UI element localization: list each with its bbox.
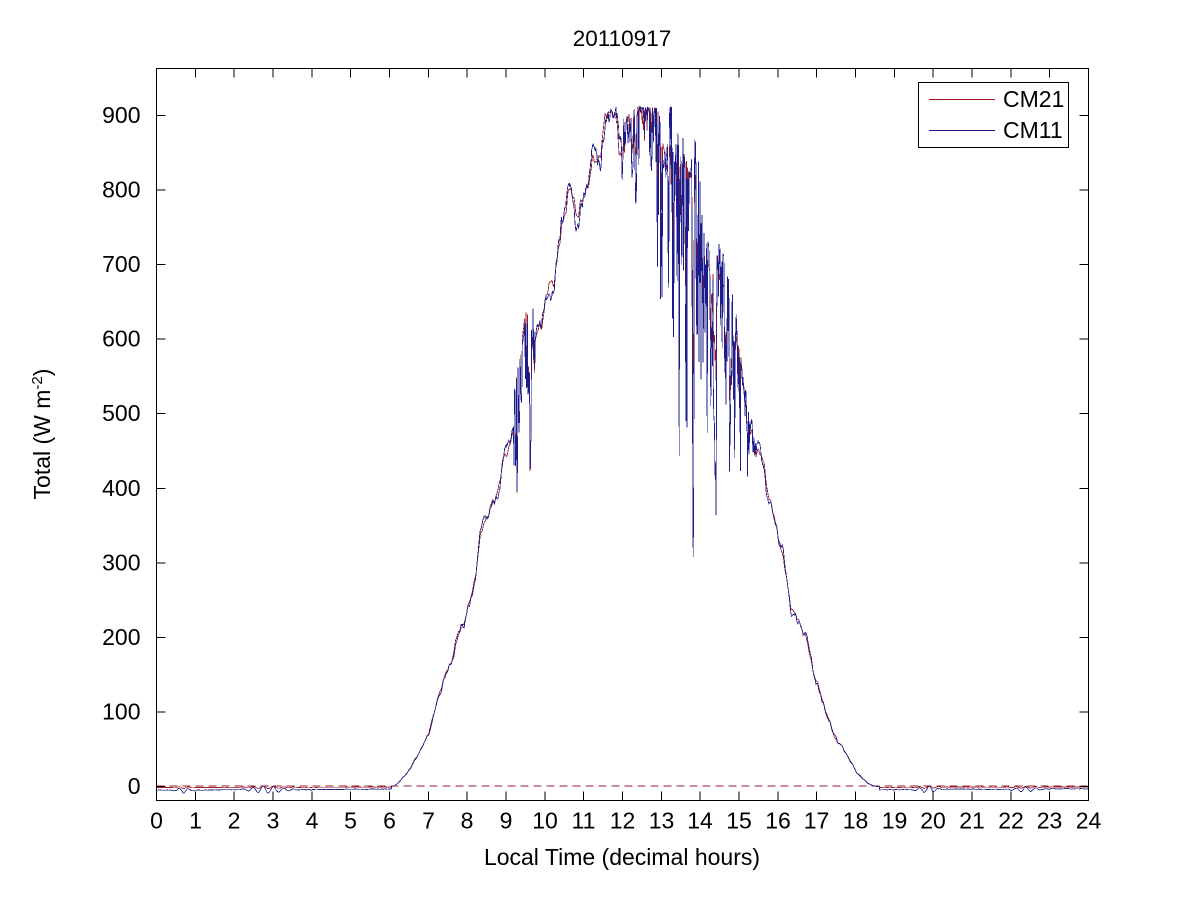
svg-text:13: 13 xyxy=(649,808,675,834)
svg-text:CM21: CM21 xyxy=(1003,86,1064,112)
svg-text:9: 9 xyxy=(500,808,513,834)
svg-text:8: 8 xyxy=(461,808,474,834)
svg-text:0: 0 xyxy=(150,808,163,834)
svg-text:24: 24 xyxy=(1076,808,1102,834)
svg-text:4: 4 xyxy=(306,808,319,834)
svg-text:700: 700 xyxy=(102,251,140,277)
svg-text:Total (W m-2): Total (W m-2) xyxy=(29,369,56,500)
svg-text:5: 5 xyxy=(344,808,357,834)
svg-text:11: 11 xyxy=(572,808,596,834)
svg-text:22: 22 xyxy=(998,808,1024,834)
svg-text:3: 3 xyxy=(267,808,280,834)
svg-text:800: 800 xyxy=(102,177,140,203)
svg-text:1: 1 xyxy=(189,808,202,834)
svg-text:10: 10 xyxy=(532,808,558,834)
svg-text:15: 15 xyxy=(726,808,752,834)
svg-text:200: 200 xyxy=(102,624,140,650)
svg-text:23: 23 xyxy=(1037,808,1063,834)
svg-text:300: 300 xyxy=(102,550,140,576)
svg-text:14: 14 xyxy=(687,808,713,834)
svg-text:7: 7 xyxy=(422,808,435,834)
svg-text:400: 400 xyxy=(102,475,140,501)
svg-text:900: 900 xyxy=(102,102,140,128)
svg-text:20110917: 20110917 xyxy=(573,26,671,51)
svg-text:2: 2 xyxy=(228,808,241,834)
svg-text:17: 17 xyxy=(804,808,830,834)
svg-text:12: 12 xyxy=(610,808,636,834)
svg-text:CM11: CM11 xyxy=(1003,117,1063,143)
svg-text:0: 0 xyxy=(128,773,141,799)
svg-text:600: 600 xyxy=(102,326,140,352)
svg-text:18: 18 xyxy=(843,808,869,834)
svg-text:16: 16 xyxy=(765,808,791,834)
svg-text:Local Time (decimal hours): Local Time (decimal hours) xyxy=(484,844,760,870)
svg-text:19: 19 xyxy=(882,808,908,834)
svg-text:100: 100 xyxy=(102,699,140,725)
svg-text:6: 6 xyxy=(383,808,396,834)
svg-text:20: 20 xyxy=(920,808,946,834)
svg-text:500: 500 xyxy=(102,400,140,426)
svg-text:21: 21 xyxy=(959,808,985,834)
